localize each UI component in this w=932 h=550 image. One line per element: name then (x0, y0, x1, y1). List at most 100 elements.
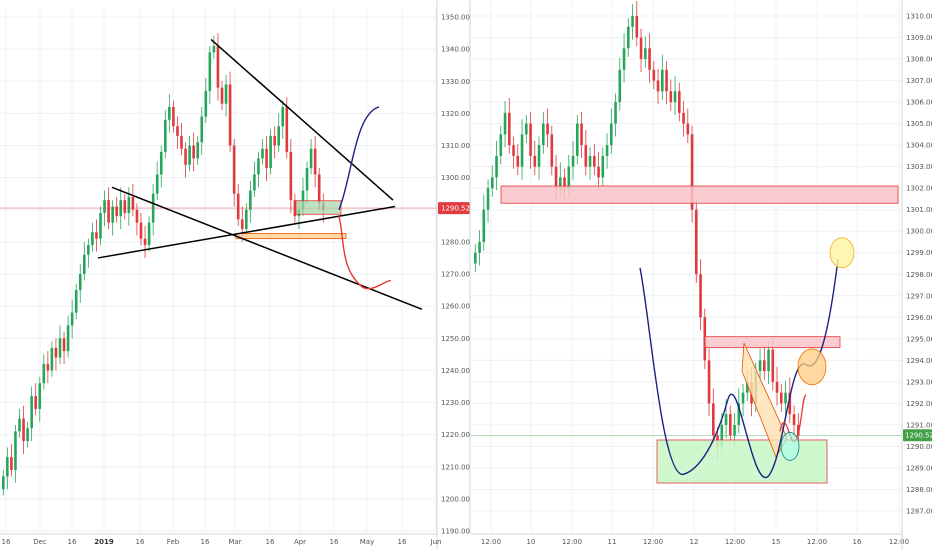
left-time-tick: Apr (294, 538, 306, 546)
right-candle-body (669, 91, 673, 103)
right-candle-body (588, 155, 592, 167)
right-candle-body (792, 414, 796, 425)
right-candle-body (571, 155, 575, 167)
right-candle-body (478, 241, 481, 253)
left-candle-body (261, 148, 264, 159)
left-price-tick: 1260.00 (441, 303, 470, 311)
right-candle-body (780, 392, 783, 404)
right-candle-body (559, 177, 562, 189)
right-time-tick: 15 (772, 538, 781, 546)
left-candle-body (103, 200, 106, 213)
right-last-price-label: 1290.52 (905, 432, 932, 440)
right-candle-body (695, 209, 698, 275)
left-candle-body (236, 193, 240, 220)
right-candle-body (601, 155, 605, 178)
right-price-tick: 1291.00 (906, 421, 932, 429)
left-grid (0, 8, 437, 532)
left-candle-body (309, 148, 313, 168)
left-candle-body (83, 254, 86, 274)
right-candle-body (593, 155, 596, 167)
left-resistance-box (235, 233, 347, 240)
left-candle-body (78, 274, 82, 291)
left-candle-body (107, 200, 110, 223)
right-time-tick: 12:00 (643, 538, 663, 546)
right-candle-body (584, 145, 588, 167)
right-candle-body (648, 48, 651, 70)
left-candle-body (257, 158, 260, 175)
left-support-box (295, 200, 342, 215)
left-candle-body (216, 45, 220, 88)
right-candle-body (763, 360, 766, 372)
left-candle-body (196, 142, 199, 159)
right-candle-body (622, 48, 626, 70)
right-price-tick: 1299.00 (906, 249, 932, 257)
right-price-tick: 1302.00 (906, 185, 932, 193)
left-candle-body (317, 174, 321, 204)
right-candle-body (686, 123, 690, 135)
left-candle-body (18, 418, 21, 432)
right-candle-body (758, 360, 762, 372)
right-price-tick: 1296.00 (906, 314, 932, 322)
right-candle-body (618, 69, 622, 103)
left-last-price-label: 1290.52 (441, 205, 470, 213)
left-price-tick: 1320.00 (441, 110, 470, 118)
right-candle-body (746, 381, 749, 393)
right-time-tick: 12 (690, 538, 699, 546)
left-candle-body (135, 209, 139, 223)
right-candle-body (673, 91, 677, 103)
left-candle-body (200, 116, 204, 143)
left-time-tick: Dec (33, 538, 47, 546)
right-price-tick: 1303.00 (906, 163, 932, 171)
left-candle-body (224, 84, 228, 104)
right-candle-body (775, 381, 779, 393)
right-candle-body (614, 102, 617, 124)
left-candle-body (66, 325, 70, 352)
left-candle-body (115, 206, 118, 217)
left-time-tick: 16 (201, 538, 210, 546)
left-candle-body (172, 106, 175, 127)
left-candle-body (46, 363, 50, 371)
right-candle-body (771, 349, 775, 382)
left-candle-body (50, 347, 54, 371)
left-candle-body (180, 135, 183, 149)
left-candle-body (281, 106, 285, 127)
right-candle-body (516, 155, 520, 167)
left-time-tick: 16 (68, 538, 77, 546)
right-target-ellipse-low (780, 432, 800, 461)
left-candle-body (212, 45, 216, 53)
left-candle-body (176, 126, 179, 136)
left-candle-body (87, 245, 90, 255)
right-candle-body (512, 145, 515, 156)
left-price-tick: 1340.00 (441, 46, 470, 54)
right-time-tick: 12:00 (562, 538, 582, 546)
left-candle-body (249, 190, 252, 210)
left-time-tick: 16 (2, 538, 11, 546)
left-candle-body (301, 190, 305, 210)
left-price-tick: 1190.00 (441, 528, 470, 536)
right-candle-body (529, 123, 532, 156)
left-candle-body (188, 145, 191, 165)
right-candle-body (682, 112, 685, 124)
right-target-ellipse-mid (797, 348, 827, 386)
right-time-tick: 11 (608, 538, 617, 546)
left-candle-body (74, 290, 78, 313)
right-time-tick: 12:00 (725, 538, 745, 546)
left-candle-body (168, 106, 171, 120)
left-candle-body (95, 232, 98, 239)
left-time-tick: Mar (228, 538, 241, 546)
right-candle-body (737, 403, 741, 425)
right-time-tick: 12:00 (481, 538, 501, 546)
left-candle-body (6, 457, 9, 477)
right-drawings (471, 185, 902, 484)
left-candle-body (99, 212, 102, 239)
right-candle-body (482, 209, 486, 242)
right-candle-body (699, 274, 702, 318)
right-candle-body (499, 134, 503, 156)
right-candle-body (724, 414, 728, 425)
right-price-tick: 1310.00 (906, 13, 932, 21)
right-price-tick: 1293.00 (906, 378, 932, 386)
right-candle-body (474, 252, 477, 264)
right-candle-body (576, 123, 579, 156)
right-lower-resistance-zone (704, 336, 841, 348)
